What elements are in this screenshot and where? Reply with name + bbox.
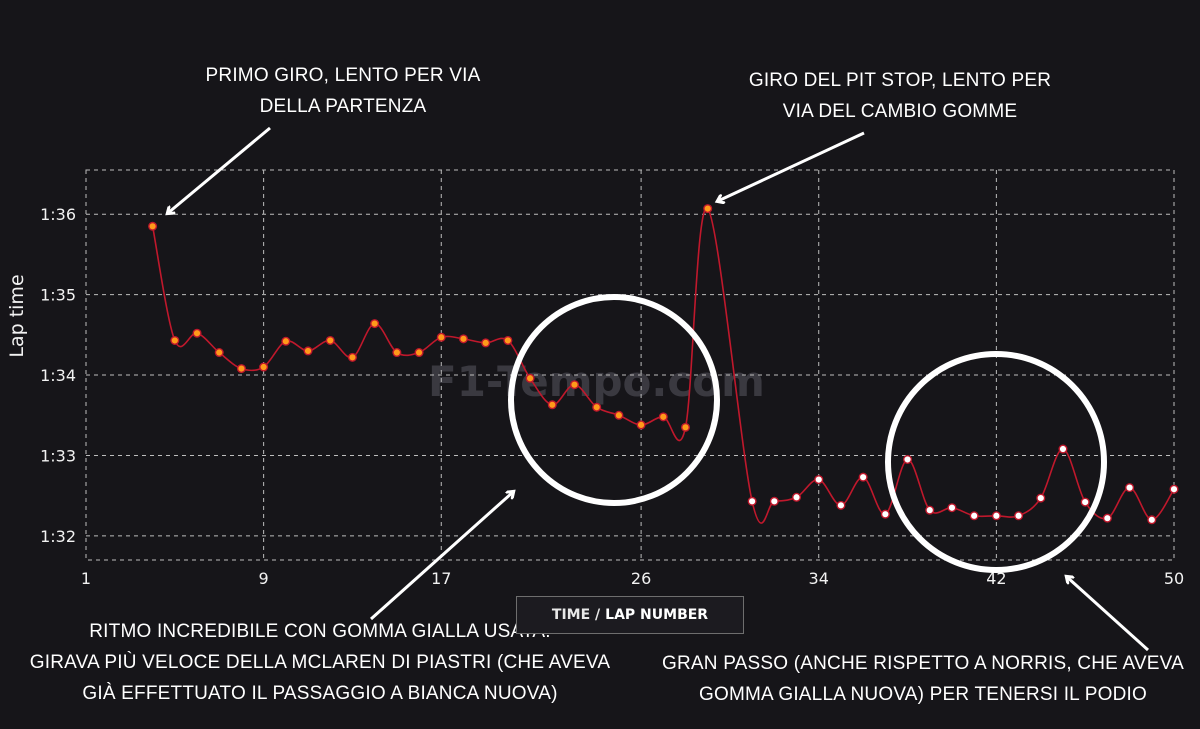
annotation-podium-pace-line1: GRAN PASSO (ANCHE RISPETTO A NORRIS, CHE… bbox=[662, 653, 1184, 674]
data-point bbox=[481, 338, 491, 348]
annotation-pit-stop-line2: VIA DEL CAMBIO GOMME bbox=[782, 101, 1018, 122]
y-tick-label: 1:35 bbox=[40, 286, 76, 305]
x-tick-label: 34 bbox=[809, 569, 829, 588]
data-point bbox=[236, 364, 246, 374]
annotation-podium-pace-line2: GOMMA GIALLA NUOVA) PER TENERSI IL PODIO bbox=[699, 684, 1147, 705]
data-point bbox=[1080, 497, 1090, 507]
data-point bbox=[392, 348, 402, 358]
data-point bbox=[281, 336, 291, 346]
data-point bbox=[214, 348, 224, 358]
data-point bbox=[569, 380, 579, 390]
data-point bbox=[525, 373, 535, 383]
y-tick-label: 1:36 bbox=[40, 205, 76, 224]
highlight-circle-left bbox=[508, 294, 720, 506]
data-point bbox=[303, 346, 313, 356]
data-point bbox=[792, 492, 802, 502]
arrow-first-lap bbox=[168, 126, 271, 213]
x-tick-label: 1 bbox=[81, 569, 91, 588]
data-point bbox=[259, 362, 269, 372]
arrow-used-yellow bbox=[370, 492, 513, 621]
data-point bbox=[1036, 493, 1046, 503]
data-point bbox=[947, 503, 957, 513]
x-tick-label: 26 bbox=[631, 569, 651, 588]
annotation-pit-stop: GIRO DEL PIT STOP, LENTO PER VIA DEL CAM… bbox=[700, 65, 1100, 127]
data-point bbox=[370, 319, 380, 329]
annotation-pit-stop-line1: GIRO DEL PIT STOP, LENTO PER bbox=[748, 70, 1052, 91]
data-point bbox=[458, 334, 468, 344]
x-tick-label: 17 bbox=[431, 569, 451, 588]
data-point bbox=[170, 335, 180, 345]
annotation-used-yellow-line1: RITMO INCREDIBILE CON GOMMA GIALLA USATA… bbox=[89, 621, 551, 642]
data-point bbox=[969, 511, 979, 521]
data-point bbox=[592, 402, 602, 412]
data-points bbox=[148, 204, 1179, 525]
data-point bbox=[1014, 511, 1024, 521]
plot-frame bbox=[85, 169, 1175, 561]
data-point bbox=[614, 410, 624, 420]
data-point bbox=[925, 505, 935, 515]
x-tick-labels: 1 9 17 26 34 42 50 bbox=[81, 569, 1184, 588]
y-tick-labels: 1:32 1:33 1:34 1:35 1:36 bbox=[40, 205, 76, 546]
data-point bbox=[636, 420, 646, 430]
y-tick-label: 1:34 bbox=[40, 366, 76, 385]
data-point bbox=[681, 422, 691, 432]
annotation-podium-pace: GRAN PASSO (ANCHE RISPETTO A NORRIS, CHE… bbox=[646, 648, 1200, 710]
data-point bbox=[1147, 515, 1157, 525]
data-point bbox=[1125, 483, 1135, 493]
x-tick-label: 50 bbox=[1164, 569, 1184, 588]
annotation-used-yellow: RITMO INCREDIBILE CON GOMMA GIALLA USATA… bbox=[4, 616, 636, 709]
data-point bbox=[814, 475, 824, 485]
data-point bbox=[192, 328, 202, 338]
data-point bbox=[148, 221, 158, 231]
x-axis-label-lap-number: LAP NUMBER bbox=[605, 607, 709, 623]
data-point bbox=[747, 496, 757, 506]
y-tick-label: 1:32 bbox=[40, 527, 76, 546]
data-point bbox=[703, 204, 713, 214]
highlight-circle-right bbox=[885, 351, 1107, 573]
x-tick-label: 9 bbox=[259, 569, 269, 588]
annotation-used-yellow-line3: GIÀ EFFETTUATO IL PASSAGGIO A BIANCA NUO… bbox=[82, 683, 558, 704]
data-point bbox=[658, 412, 668, 422]
data-point bbox=[414, 348, 424, 358]
data-point bbox=[880, 509, 890, 519]
x-axis-label: TIME / LAP NUMBER bbox=[516, 596, 744, 634]
data-point bbox=[1102, 513, 1112, 523]
data-point bbox=[547, 400, 557, 410]
annotation-first-lap-line1: PRIMO GIRO, LENTO PER VIA bbox=[205, 65, 481, 86]
data-point bbox=[858, 472, 868, 482]
arrow-podium-pace bbox=[1067, 577, 1150, 652]
annotation-first-lap: PRIMO GIRO, LENTO PER VIA DELLA PARTENZA bbox=[158, 60, 528, 122]
arrow-pit-stop bbox=[718, 131, 865, 201]
data-point bbox=[1058, 444, 1068, 454]
x-axis-label-time: TIME / bbox=[551, 607, 601, 623]
data-point bbox=[503, 335, 513, 345]
data-point bbox=[991, 511, 1001, 521]
annotation-first-lap-line2: DELLA PARTENZA bbox=[259, 96, 427, 117]
data-point bbox=[836, 500, 846, 510]
y-axis-label: Lap time bbox=[6, 274, 28, 357]
y-tick-label: 1:33 bbox=[40, 446, 76, 465]
data-point bbox=[325, 335, 335, 345]
annotation-used-yellow-line2: GIRAVA PIÙ VELOCE DELLA MCLAREN DI PIAST… bbox=[29, 652, 611, 673]
data-point bbox=[1169, 484, 1179, 494]
data-point bbox=[903, 454, 913, 464]
data-point bbox=[347, 352, 357, 362]
data-point bbox=[436, 332, 446, 342]
data-point bbox=[769, 496, 779, 506]
x-tick-label: 42 bbox=[986, 569, 1006, 588]
